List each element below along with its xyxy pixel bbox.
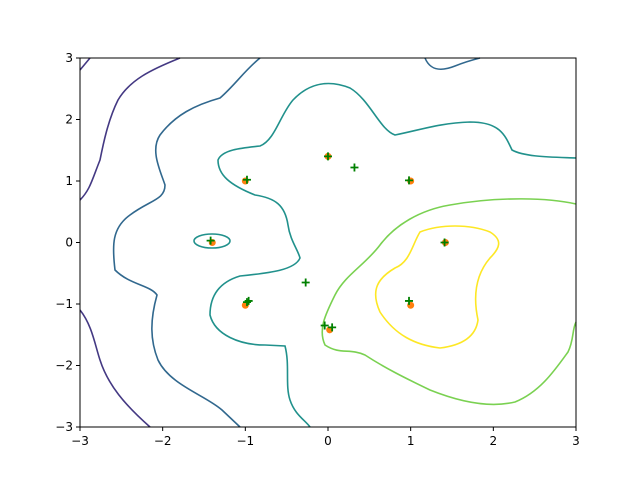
plus-point (206, 236, 215, 245)
x-tick-label: 0 (324, 434, 332, 448)
x-tick-label: −1 (236, 434, 254, 448)
plus-point (244, 296, 253, 305)
y-tick-label: 1 (65, 174, 73, 188)
x-tick-label: −3 (71, 434, 89, 448)
y-tick-label: 0 (65, 236, 73, 250)
x-tick-label: 2 (490, 434, 498, 448)
plus-point (320, 321, 329, 330)
plus-point (301, 278, 310, 287)
plus-point (328, 323, 337, 332)
y-tick-label: 2 (65, 113, 73, 127)
plus-point (350, 163, 359, 172)
y-tick-label: 3 (65, 51, 73, 65)
x-tick-label: −2 (154, 434, 172, 448)
y-tick-label: −1 (55, 297, 73, 311)
plus-point (324, 152, 332, 161)
x-tick-label: 1 (407, 434, 415, 448)
contours (79, 57, 577, 428)
plus-point (405, 176, 414, 185)
y-tick-label: −3 (55, 420, 73, 434)
plot-frame (79, 57, 577, 428)
plus-point (405, 296, 414, 305)
plus-point (242, 298, 251, 307)
x-tick-label: 3 (572, 434, 580, 448)
plus-point (440, 238, 449, 247)
plus-point (242, 175, 251, 184)
y-tick-label: −2 (55, 359, 73, 373)
